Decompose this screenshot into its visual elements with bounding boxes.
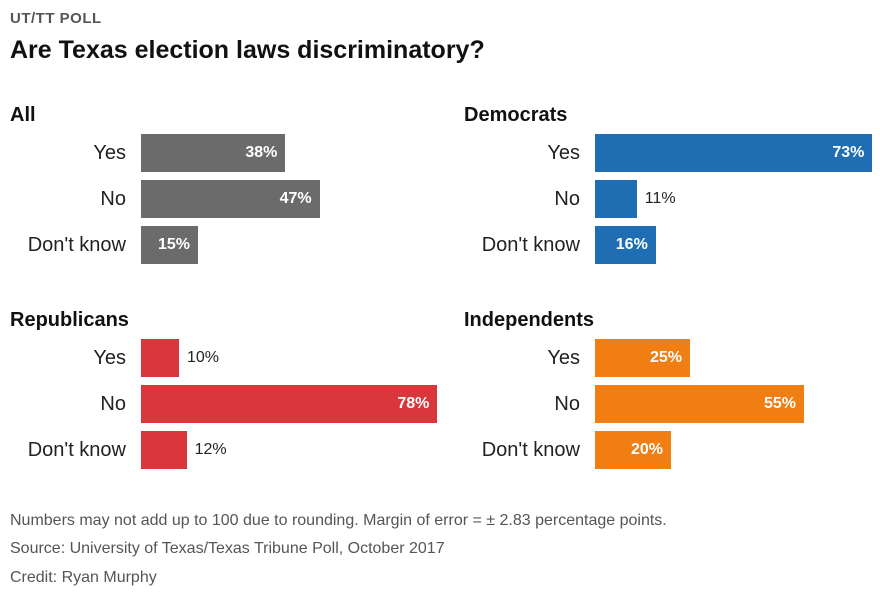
- panel-independents: Independents Yes 25% No 55% Don't know 20%: [464, 309, 880, 489]
- bar: [141, 226, 198, 264]
- bar-row: Yes 10%: [10, 339, 430, 377]
- category-label: Yes: [547, 347, 580, 369]
- category-label: No: [100, 393, 126, 415]
- panel-republicans: Republicans Yes 10% No 78% Don't know 12%: [10, 309, 438, 489]
- category-label: Yes: [93, 347, 126, 369]
- value-label: 16%: [615, 236, 648, 253]
- value-label: 47%: [279, 190, 312, 207]
- panel-all: All Yes 38% No 47% Don't know 15%: [10, 104, 430, 284]
- bar-row: No 55%: [464, 385, 880, 423]
- bar-row: No 11%: [464, 180, 880, 218]
- bar: [141, 134, 286, 172]
- value-label: 20%: [630, 441, 663, 458]
- panel-title: Democrats: [464, 104, 568, 126]
- bar-row: No 47%: [10, 180, 430, 218]
- category-label: Yes: [93, 142, 126, 164]
- value-label: 15%: [157, 236, 190, 253]
- bar: [595, 226, 656, 264]
- bar-row: Yes 38%: [10, 134, 430, 172]
- footnote-credit: Credit: Ryan Murphy: [10, 569, 157, 586]
- bar: [595, 339, 690, 377]
- bar-row: No 78%: [10, 385, 438, 423]
- category-label: Don't know: [27, 234, 126, 256]
- value-label: 55%: [763, 395, 796, 412]
- category-label: No: [554, 393, 580, 415]
- bar: [141, 431, 187, 469]
- bar-row: Don't know 16%: [464, 226, 880, 264]
- panel-title: Republicans: [10, 309, 129, 331]
- bar-row: Yes 25%: [464, 339, 880, 377]
- footnote-source: Source: University of Texas/Texas Tribun…: [10, 540, 445, 557]
- value-label: 78%: [397, 395, 430, 412]
- chart-title: Are Texas election laws discriminatory?: [10, 36, 485, 64]
- poll-kicker: UT/TT POLL: [10, 10, 102, 27]
- category-label: Yes: [547, 142, 580, 164]
- bar: [595, 385, 804, 423]
- value-label: 12%: [194, 441, 227, 458]
- panel-title: All: [10, 104, 36, 126]
- value-label: 73%: [832, 144, 865, 161]
- value-label: 10%: [187, 349, 220, 366]
- bar: [141, 385, 438, 423]
- category-label: Don't know: [481, 234, 580, 256]
- panel-title: Independents: [464, 309, 595, 331]
- bar: [595, 180, 637, 218]
- bar: [595, 431, 671, 469]
- bar-row: Don't know 12%: [10, 431, 430, 469]
- value-label: 11%: [644, 190, 676, 207]
- value-label: 38%: [245, 144, 278, 161]
- bar: [141, 339, 179, 377]
- bar-row: Don't know 20%: [464, 431, 880, 469]
- value-label: 25%: [649, 349, 682, 366]
- bar-row: Yes 73%: [464, 134, 880, 172]
- category-label: Don't know: [481, 439, 580, 461]
- category-label: No: [100, 188, 126, 210]
- category-label: Don't know: [27, 439, 126, 461]
- footnote-margin-of-error: Numbers may not add up to 100 due to rou…: [10, 512, 667, 529]
- bar: [595, 134, 873, 172]
- panel-democrats: Democrats Yes 73% No 11% Don't know 16%: [464, 104, 880, 284]
- category-label: No: [554, 188, 580, 210]
- bar: [141, 180, 320, 218]
- bar-row: Don't know 15%: [10, 226, 430, 264]
